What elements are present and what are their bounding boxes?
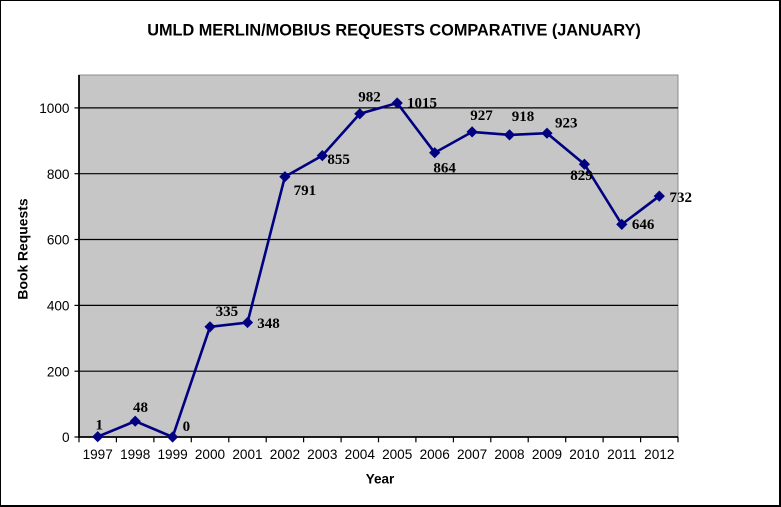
svg-text:2005: 2005: [382, 447, 412, 462]
svg-text:2004: 2004: [345, 447, 376, 462]
svg-text:2003: 2003: [307, 447, 337, 462]
svg-text:2006: 2006: [420, 447, 450, 462]
svg-text:2002: 2002: [270, 447, 300, 462]
svg-text:732: 732: [670, 190, 693, 206]
svg-text:Book Requests: Book Requests: [15, 198, 31, 299]
svg-text:348: 348: [257, 316, 280, 332]
svg-text:Year: Year: [366, 471, 395, 486]
svg-text:600: 600: [47, 233, 70, 248]
svg-text:UMLD MERLIN/MOBIUS REQUESTS CO: UMLD MERLIN/MOBIUS REQUESTS COMPARATIVE …: [147, 22, 641, 40]
svg-text:829: 829: [570, 168, 593, 184]
svg-text:200: 200: [47, 364, 70, 379]
svg-text:400: 400: [47, 299, 70, 314]
svg-text:791: 791: [294, 183, 317, 199]
svg-text:2001: 2001: [232, 447, 262, 462]
svg-text:864: 864: [433, 161, 456, 177]
svg-text:1015: 1015: [407, 96, 437, 112]
svg-text:335: 335: [216, 304, 239, 320]
svg-text:855: 855: [327, 152, 350, 168]
svg-text:2008: 2008: [494, 447, 524, 462]
svg-text:1997: 1997: [83, 447, 113, 462]
svg-text:2010: 2010: [569, 447, 600, 462]
svg-text:0: 0: [62, 430, 70, 445]
svg-text:2012: 2012: [644, 447, 674, 462]
svg-text:923: 923: [555, 115, 578, 131]
svg-text:1999: 1999: [157, 447, 187, 462]
svg-text:1998: 1998: [120, 447, 150, 462]
svg-text:2007: 2007: [457, 447, 487, 462]
svg-text:0: 0: [183, 419, 191, 435]
svg-text:800: 800: [47, 167, 70, 182]
svg-text:1: 1: [96, 418, 104, 434]
svg-text:982: 982: [358, 90, 381, 106]
svg-text:646: 646: [632, 217, 655, 233]
svg-text:918: 918: [512, 109, 535, 125]
svg-text:48: 48: [133, 400, 148, 416]
svg-text:1000: 1000: [39, 101, 70, 116]
svg-text:2009: 2009: [532, 447, 562, 462]
svg-text:927: 927: [470, 108, 493, 124]
svg-text:2000: 2000: [195, 447, 226, 462]
svg-text:2011: 2011: [607, 447, 636, 462]
